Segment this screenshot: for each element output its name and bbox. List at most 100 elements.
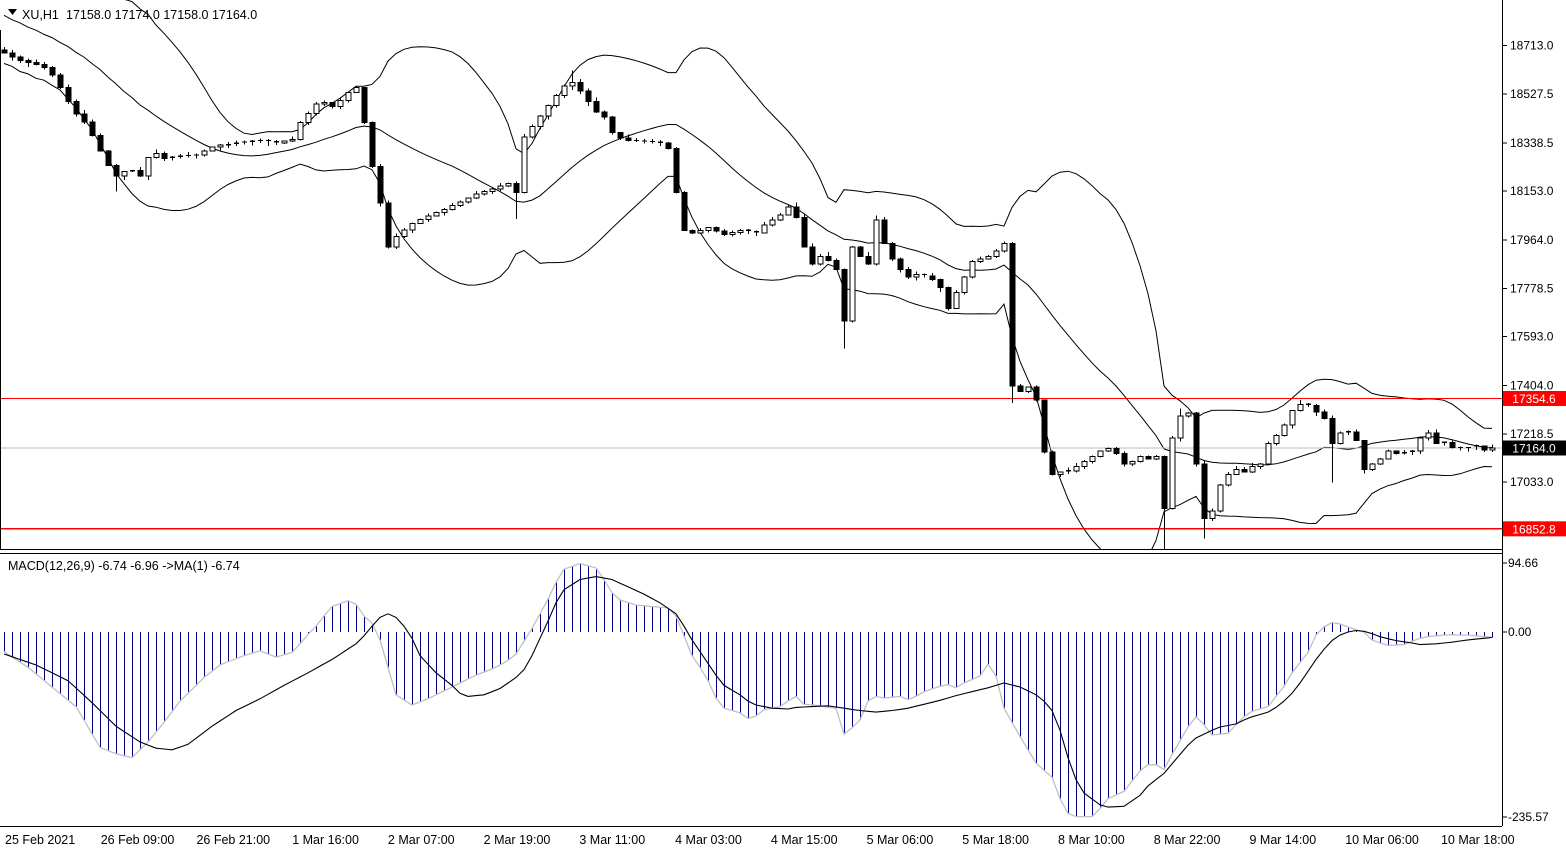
candle-bearish	[1041, 399, 1048, 453]
candle-bullish	[1249, 466, 1256, 473]
candle-bearish	[97, 134, 104, 152]
macd-panel[interactable]	[3, 562, 1494, 818]
macd-signal	[3, 576, 1493, 808]
macd-axis[interactable]: 94.66 0.00 -235.57	[1502, 556, 1549, 824]
candle-bullish	[1217, 484, 1224, 512]
time-label: 4 Mar 15:00	[771, 833, 838, 847]
price-tick-label: 18338.5	[1510, 136, 1554, 150]
macd-main-outline-line	[3, 562, 1493, 818]
candle-bullish	[1417, 437, 1424, 452]
candle-bullish	[1025, 386, 1032, 392]
candle-bullish	[1153, 455, 1160, 460]
candle-bullish	[569, 81, 576, 87]
candle-bearish	[1017, 385, 1024, 392]
time-label: 8 Mar 22:00	[1154, 833, 1221, 847]
symbol-dropdown-icon[interactable]	[8, 9, 17, 15]
candle-bearish	[9, 52, 16, 58]
candle-bullish	[409, 223, 416, 231]
candle-bearish	[81, 113, 88, 123]
candle-bullish	[1081, 461, 1088, 468]
candle-bearish	[681, 191, 688, 231]
candle-bearish	[1121, 453, 1128, 465]
candle-bullish	[1177, 415, 1184, 439]
candle-bullish	[1129, 461, 1136, 465]
candle-bearish	[73, 101, 80, 115]
candle-bullish	[1265, 442, 1272, 465]
candle-bullish	[737, 229, 744, 233]
macd-indicator-label: MACD(12,26,9) -6.74 -6.96 ->MA(1) -6.74	[8, 559, 240, 573]
candle-bearish	[1481, 445, 1488, 451]
candle-bearish	[601, 111, 608, 118]
time-label: 5 Mar 18:00	[962, 833, 1029, 847]
price-panel[interactable]	[0, 0, 1502, 568]
current-price-badge-label: 17164.0	[1512, 442, 1556, 456]
candle-bullish	[441, 209, 448, 214]
candle-bearish	[1145, 455, 1152, 460]
candle-bearish	[57, 74, 64, 88]
price-tick-label: 18153.0	[1510, 184, 1554, 198]
symbol-ohlc-values: 17158.0 17174.0 17158.0 17164.0	[66, 8, 257, 22]
candle-bearish	[721, 230, 728, 235]
price-tick-label: 17964.0	[1510, 233, 1554, 247]
candle-bullish	[953, 292, 960, 309]
candle-bearish	[689, 229, 696, 234]
candle-bullish	[401, 229, 408, 238]
candle-bearish	[1329, 417, 1336, 444]
candle-bullish	[425, 215, 432, 221]
candle-bearish	[1033, 386, 1040, 401]
price-tick-label: 18713.0	[1510, 39, 1554, 53]
candle-bullish	[1337, 432, 1344, 444]
candle-bearish	[33, 62, 40, 66]
candle-bullish	[769, 219, 776, 226]
support-badge-label: 16852.8	[1512, 522, 1556, 536]
candle-bearish	[1113, 448, 1120, 455]
candle-bearish	[89, 121, 96, 136]
candlesticks	[1, 46, 1496, 549]
time-label: 3 Mar 11:00	[579, 833, 645, 847]
price-axis[interactable]: 18713.0 18527.5 18338.5 18153.0 17964.0 17778…	[1502, 39, 1566, 537]
candle-bullish	[1137, 455, 1144, 463]
candle-bullish	[321, 101, 328, 105]
candle-bearish	[881, 219, 888, 244]
candle-bullish	[761, 224, 768, 234]
candle-bearish	[513, 183, 520, 193]
candle-bullish	[345, 92, 352, 101]
bollinger-lower-line	[3, 63, 1493, 549]
candle-bearish	[1353, 431, 1360, 442]
bollinger-bands	[3, 0, 1493, 549]
time-label: 9 Mar 14:00	[1249, 833, 1316, 847]
time-label: 10 Mar 06:00	[1345, 833, 1419, 847]
candle-bearish	[593, 101, 600, 113]
candle-bearish	[1193, 412, 1200, 465]
time-axis[interactable]: 25 Feb 2021 26 Feb 09:00 26 Feb 21:00 1 Mar…	[5, 833, 1515, 847]
price-tick-label: 17593.0	[1510, 330, 1554, 344]
candle-bearish	[929, 275, 936, 281]
candle-bullish	[297, 121, 304, 140]
candle-bullish	[1057, 471, 1064, 475]
candle-bullish	[1297, 403, 1304, 412]
candle-bearish	[41, 64, 48, 69]
price-tick-label: 18527.5	[1510, 87, 1554, 101]
candle-bullish	[1257, 463, 1264, 468]
candle-bullish	[1233, 468, 1240, 475]
candle-bullish	[1425, 432, 1432, 439]
time-label: 26 Feb 21:00	[196, 833, 270, 847]
candle-bearish	[577, 81, 584, 92]
support-badge	[1503, 521, 1566, 537]
candle-bullish	[537, 115, 544, 127]
candle-bearish	[625, 137, 632, 141]
candle-bearish	[665, 142, 672, 149]
candle-bullish	[521, 136, 528, 193]
candle-bearish	[825, 255, 832, 261]
candle-bearish	[673, 147, 680, 193]
candle-bullish	[705, 227, 712, 231]
candle-bullish	[281, 140, 288, 144]
candle-bullish	[457, 201, 464, 207]
candle-bullish	[497, 185, 504, 190]
candle-bearish	[945, 286, 952, 309]
candle-bearish	[857, 246, 864, 257]
candle-bullish	[305, 112, 312, 123]
time-label: 5 Mar 06:00	[867, 833, 934, 847]
candle-bullish	[961, 276, 968, 294]
